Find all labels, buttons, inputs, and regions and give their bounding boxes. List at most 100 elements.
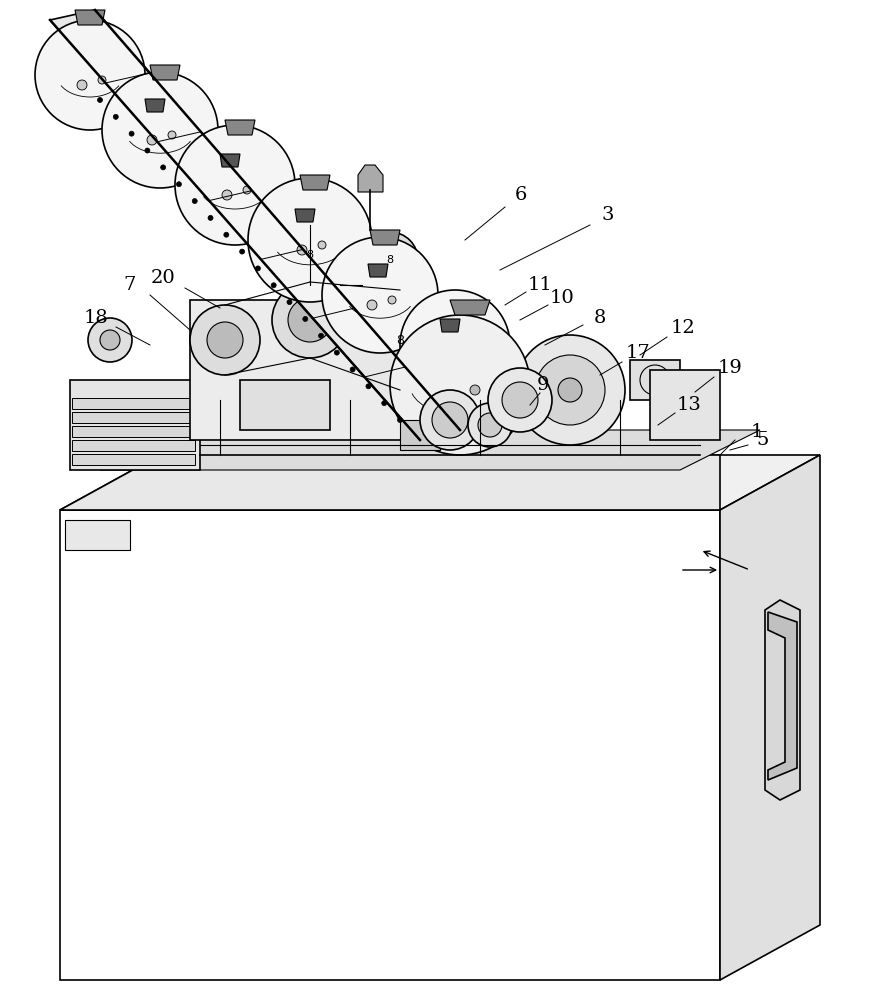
Text: 10: 10 [549, 289, 574, 307]
Circle shape [317, 241, 325, 249]
Polygon shape [70, 380, 200, 470]
Circle shape [389, 315, 530, 455]
Circle shape [247, 178, 372, 302]
Circle shape [488, 368, 552, 432]
Circle shape [515, 335, 624, 445]
Polygon shape [60, 455, 819, 510]
Circle shape [350, 367, 354, 372]
Circle shape [366, 384, 370, 389]
Circle shape [160, 165, 166, 170]
Circle shape [208, 215, 213, 220]
Polygon shape [189, 300, 480, 440]
Circle shape [97, 98, 103, 103]
Polygon shape [439, 319, 460, 332]
Text: 8: 8 [386, 255, 393, 265]
Polygon shape [400, 420, 439, 450]
Polygon shape [367, 264, 388, 277]
Text: 8: 8 [593, 309, 605, 327]
Circle shape [288, 298, 332, 342]
Circle shape [318, 333, 324, 338]
Polygon shape [630, 360, 679, 400]
Text: 17: 17 [625, 344, 650, 362]
Circle shape [175, 125, 295, 245]
Circle shape [367, 300, 376, 310]
Circle shape [98, 76, 106, 84]
Circle shape [397, 418, 402, 422]
Text: 3: 3 [601, 206, 614, 224]
Circle shape [176, 182, 182, 187]
Polygon shape [75, 10, 105, 25]
Polygon shape [239, 380, 330, 430]
Polygon shape [100, 430, 759, 470]
Circle shape [467, 403, 511, 447]
Text: 8: 8 [396, 334, 403, 347]
Circle shape [113, 114, 118, 119]
Circle shape [192, 199, 197, 204]
Circle shape [400, 290, 510, 400]
Circle shape [296, 245, 307, 255]
Circle shape [145, 148, 150, 153]
Circle shape [77, 80, 87, 90]
Circle shape [271, 283, 276, 288]
Polygon shape [295, 209, 315, 222]
Circle shape [168, 131, 175, 139]
Circle shape [477, 413, 502, 437]
Circle shape [207, 322, 243, 358]
Circle shape [431, 402, 467, 438]
Circle shape [334, 350, 339, 355]
Polygon shape [358, 165, 382, 192]
Circle shape [369, 310, 430, 370]
Text: 6: 6 [514, 186, 526, 204]
Text: 11: 11 [527, 276, 552, 294]
Circle shape [129, 131, 134, 136]
Polygon shape [72, 426, 195, 437]
Polygon shape [60, 455, 719, 510]
Circle shape [441, 350, 452, 360]
Text: 8: 8 [306, 250, 313, 260]
Circle shape [419, 390, 480, 450]
Text: 12: 12 [670, 319, 695, 337]
Circle shape [287, 300, 292, 305]
Circle shape [303, 316, 308, 321]
Polygon shape [72, 398, 195, 409]
Circle shape [361, 232, 417, 288]
Circle shape [295, 240, 324, 270]
Polygon shape [72, 454, 195, 465]
Text: 13: 13 [676, 396, 701, 414]
Polygon shape [450, 300, 489, 315]
Polygon shape [300, 175, 330, 190]
Polygon shape [220, 154, 239, 167]
Circle shape [222, 190, 232, 200]
Circle shape [462, 346, 470, 354]
Polygon shape [649, 370, 719, 440]
Circle shape [146, 135, 157, 145]
Polygon shape [767, 612, 796, 780]
Circle shape [88, 318, 132, 362]
Circle shape [375, 246, 403, 274]
Polygon shape [145, 99, 165, 112]
Text: 5: 5 [756, 431, 768, 449]
Polygon shape [72, 440, 195, 451]
Circle shape [100, 330, 120, 350]
Text: 20: 20 [151, 269, 175, 287]
Text: 1: 1 [750, 423, 762, 441]
Polygon shape [150, 65, 180, 80]
Polygon shape [65, 520, 130, 550]
Circle shape [239, 249, 245, 254]
Text: 9: 9 [536, 376, 549, 394]
Polygon shape [719, 455, 819, 980]
Polygon shape [369, 230, 400, 245]
Circle shape [35, 20, 145, 130]
Polygon shape [225, 120, 254, 135]
Circle shape [534, 355, 604, 425]
Circle shape [350, 290, 450, 390]
Circle shape [322, 237, 438, 353]
Circle shape [280, 225, 339, 285]
Polygon shape [72, 412, 195, 423]
Circle shape [243, 186, 251, 194]
Polygon shape [50, 10, 460, 440]
Text: 7: 7 [124, 276, 136, 294]
Circle shape [189, 305, 260, 375]
Circle shape [381, 401, 386, 406]
Circle shape [388, 296, 396, 304]
